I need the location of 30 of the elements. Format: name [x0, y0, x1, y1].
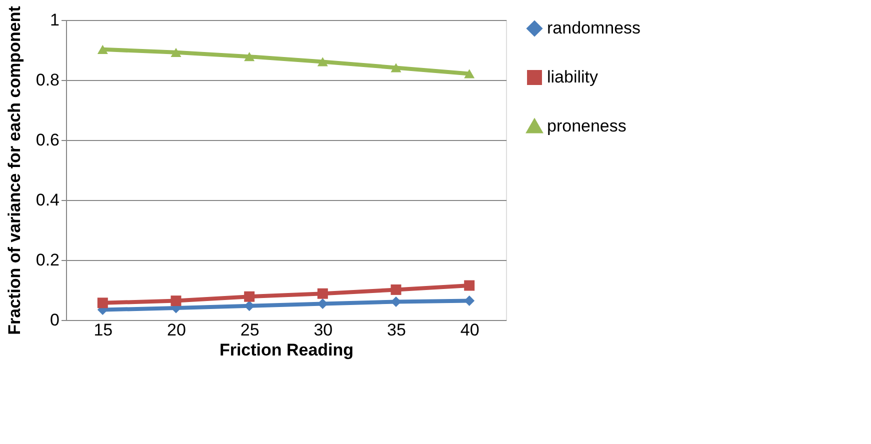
y-tick-label: 0: [50, 310, 60, 330]
y-axis-title: Fraction of variance for each component: [4, 6, 24, 335]
x-tick-label: 30: [314, 320, 333, 340]
legend-label: randomness: [547, 18, 641, 38]
x-tick-label: 25: [240, 320, 260, 340]
x-tick-label: 20: [167, 320, 186, 340]
y-tick-label: 0.8: [36, 70, 60, 90]
x-tick-label: 40: [460, 320, 480, 340]
point: [244, 52, 255, 62]
legend-label: liability: [547, 68, 599, 86]
point: [97, 44, 108, 54]
x-tick-label: 35: [387, 320, 406, 340]
point: [317, 288, 328, 299]
point: [464, 296, 475, 306]
point: [170, 296, 182, 306]
point: [464, 280, 475, 291]
point: [97, 298, 108, 308]
point: [390, 63, 402, 72]
y-tick-label: 0.4: [36, 190, 60, 210]
point: [317, 57, 328, 66]
y-tick-label: 0.6: [36, 130, 60, 150]
y-tick-label: 0.2: [36, 250, 60, 270]
x-tick-label: 15: [94, 320, 113, 340]
point: [170, 48, 182, 57]
legend-label: proneness: [547, 116, 626, 136]
point: [464, 69, 475, 78]
x-axis-title: Friction Reading: [219, 340, 354, 360]
point: [390, 284, 402, 295]
point: [244, 291, 255, 302]
y-tick-label: 1: [50, 10, 60, 30]
